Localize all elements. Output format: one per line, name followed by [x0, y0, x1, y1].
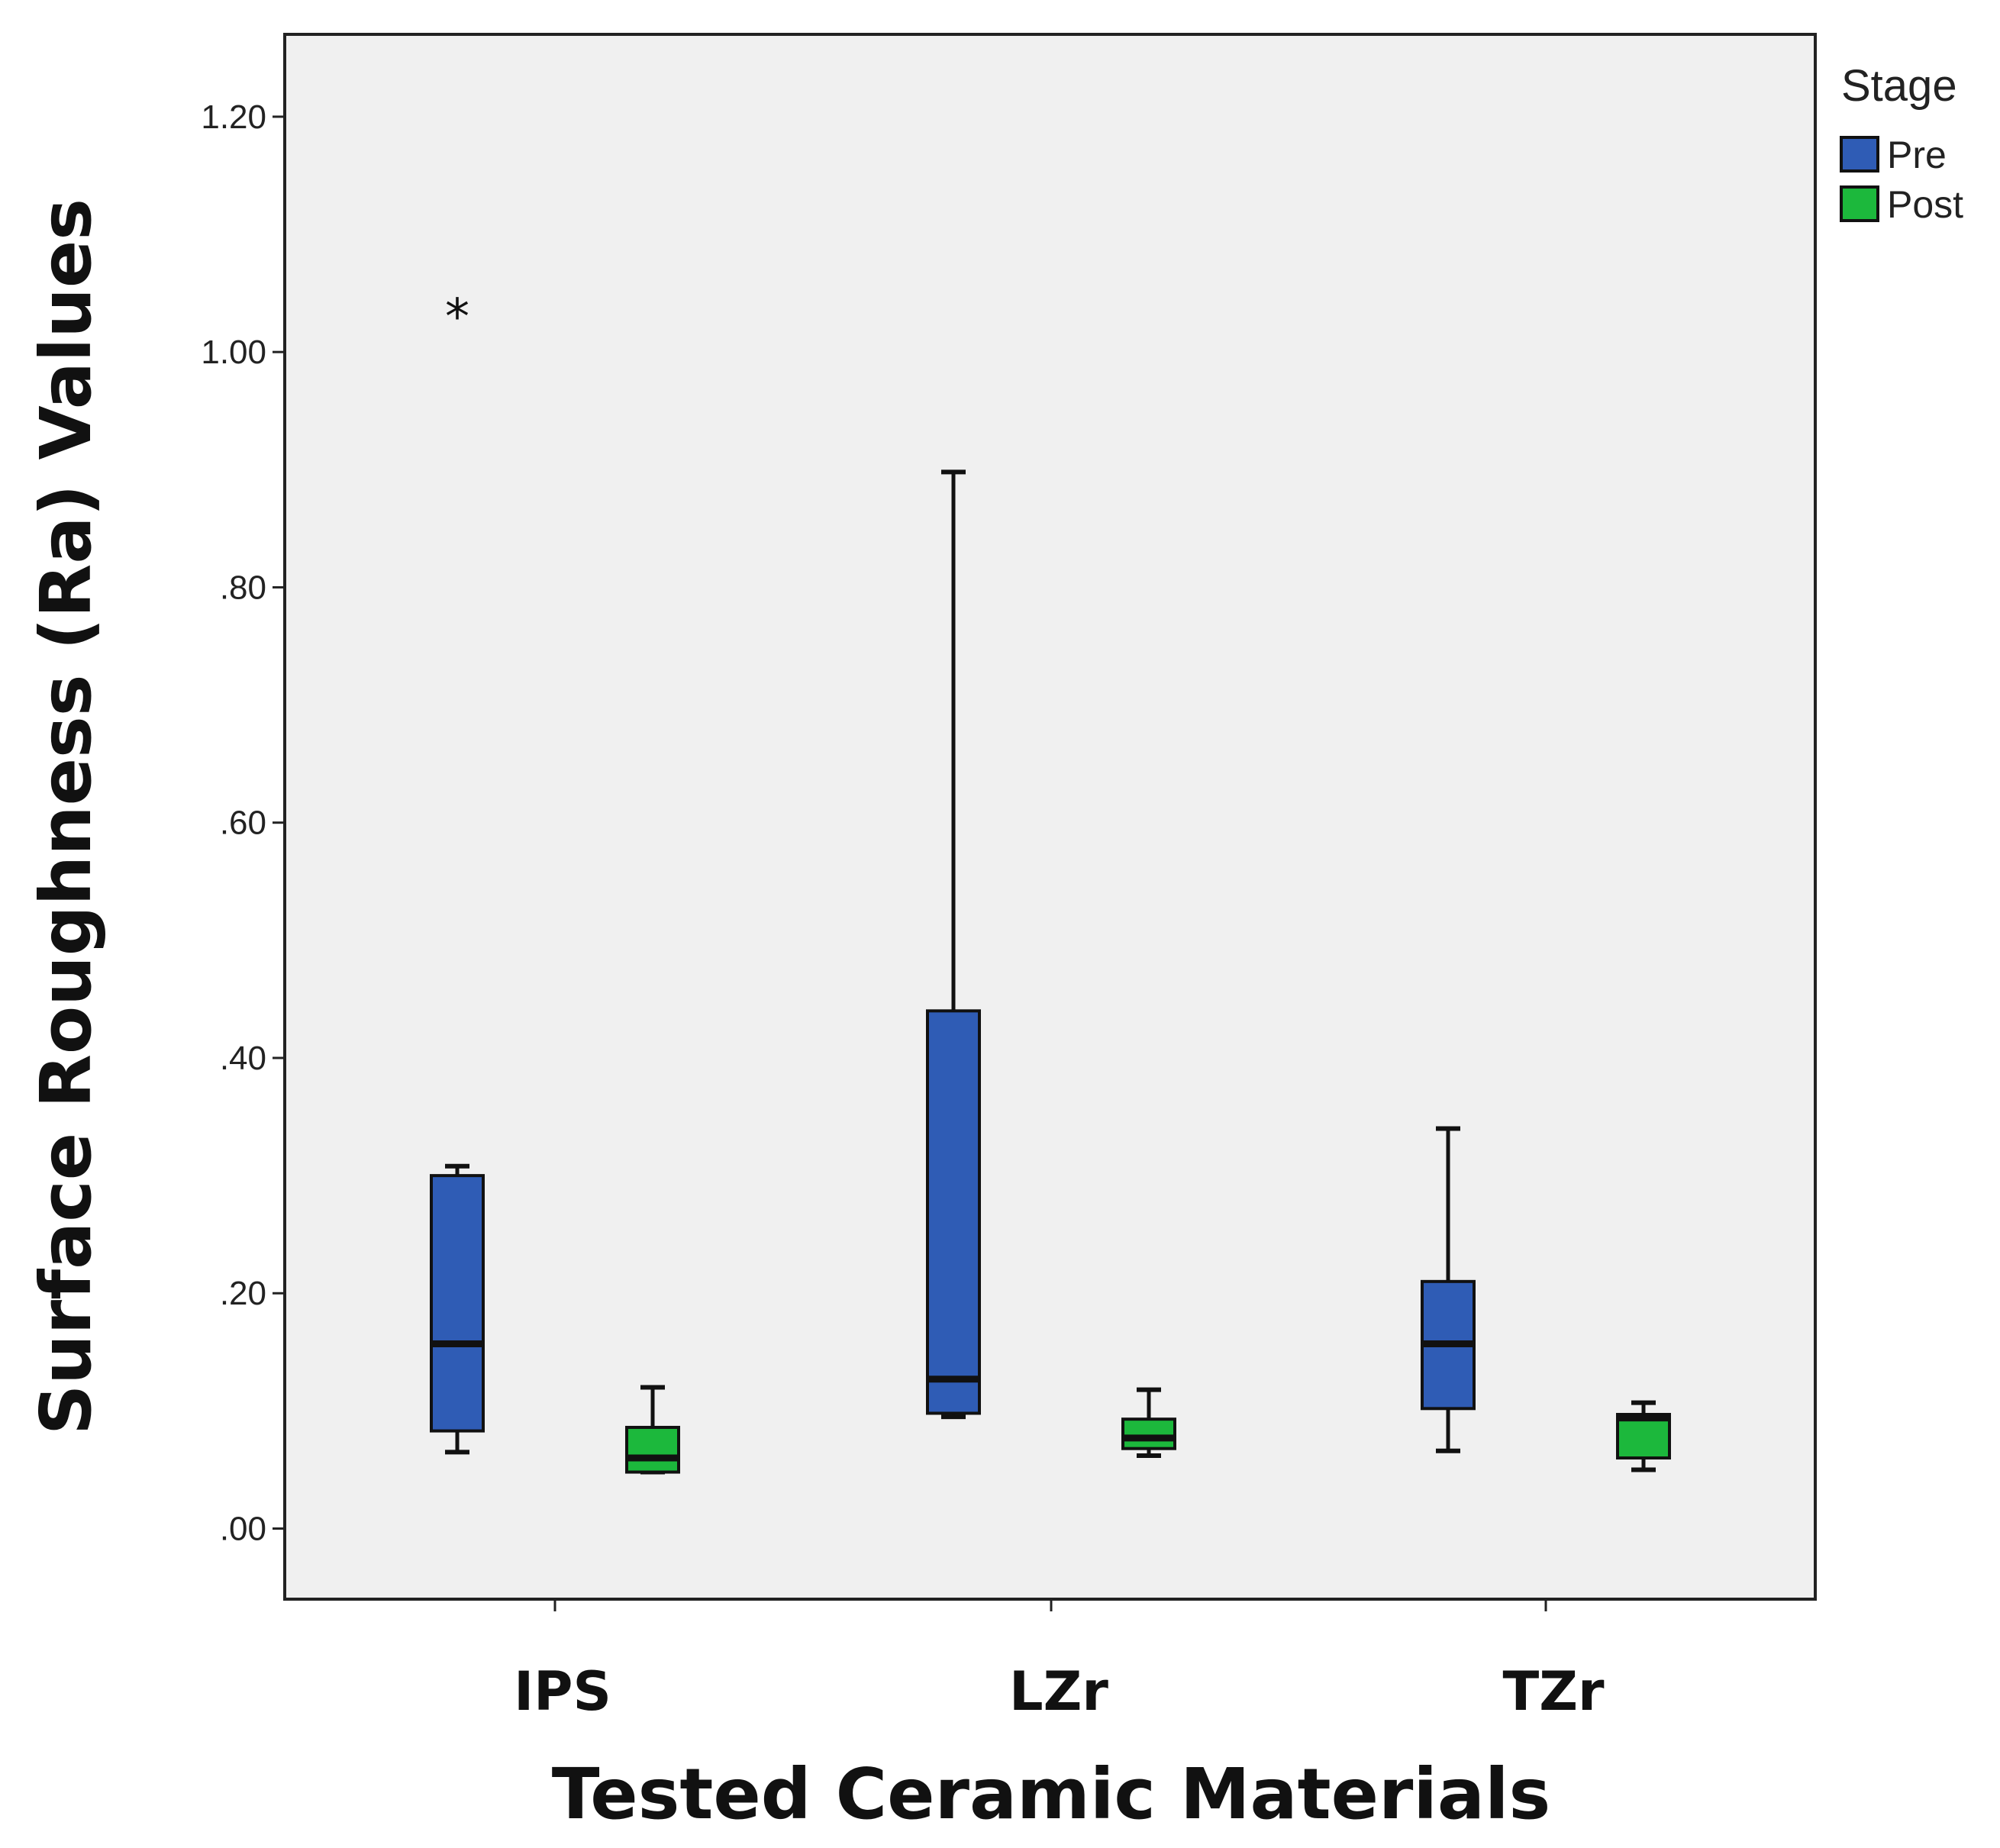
legend-label-post: Post	[1887, 183, 1963, 226]
legend-swatch-post	[1840, 185, 1879, 222]
box-body	[1121, 1417, 1176, 1450]
box-pre-lzr	[926, 469, 981, 1420]
boxes-group: *	[430, 289, 1671, 1475]
x-tick-label-ips: IPS	[514, 1660, 611, 1723]
y-axis-title: Surface Roughness (Ra) Values	[25, 198, 107, 1435]
box-pre-tzr	[1421, 1126, 1476, 1453]
x-tick-label-tzr: TZr	[1502, 1660, 1605, 1723]
box-body	[430, 1174, 485, 1433]
box-post-tzr	[1616, 1400, 1671, 1472]
y-axis: .00 .20 .40 .60 .80 1.00 1.20	[201, 98, 285, 1548]
y-tick-label: 1.00	[201, 334, 266, 371]
x-tick-label-lzr: LZr	[1009, 1660, 1108, 1723]
box-body	[1616, 1413, 1671, 1460]
y-tick-label: .60	[220, 805, 266, 842]
outlier-marker: *	[445, 289, 469, 346]
box-body	[926, 1009, 981, 1415]
y-tick-label: .40	[220, 1040, 266, 1077]
plot-frame	[283, 33, 1817, 1601]
legend-swatch-pre	[1840, 136, 1879, 173]
y-tick-label: .80	[220, 569, 266, 606]
plot-area	[285, 34, 1815, 1599]
y-tick-label: .00	[220, 1511, 266, 1548]
legend: Stage Pre Post	[1840, 61, 1963, 226]
legend-title: Stage	[1841, 61, 1957, 111]
y-tick-label: .20	[220, 1275, 266, 1312]
box-post-ips	[625, 1385, 680, 1475]
y-tick-label: 1.20	[201, 98, 266, 136]
box-post-lzr	[1121, 1387, 1176, 1458]
x-axis: IPS LZr TZr	[514, 1599, 1605, 1723]
legend-label-pre: Pre	[1887, 134, 1947, 176]
box-body	[625, 1425, 680, 1474]
x-axis-title: Tested Ceramic Materials	[552, 1753, 1551, 1835]
box-pre-ips: *	[430, 289, 485, 1455]
